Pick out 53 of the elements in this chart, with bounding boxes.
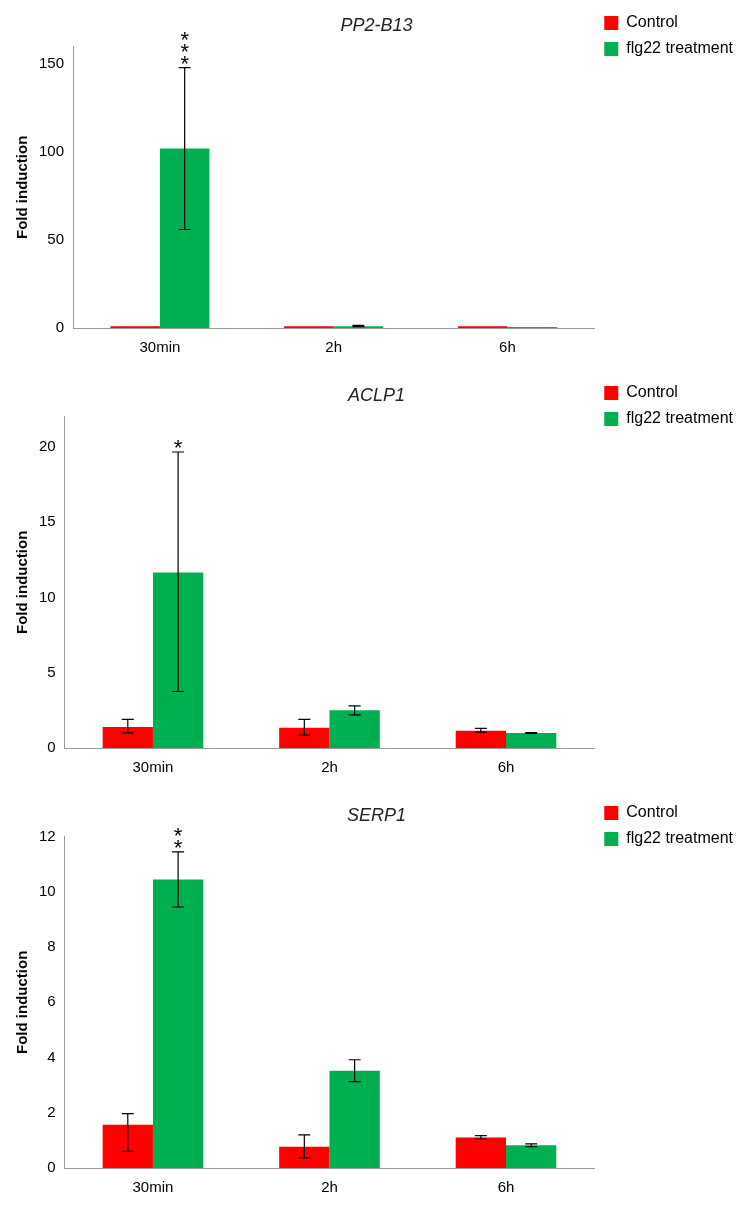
x-tick-label: 2h bbox=[321, 1178, 338, 1196]
x-tick-label: 6h bbox=[497, 758, 515, 776]
annotation: ** bbox=[173, 822, 183, 860]
bar bbox=[152, 879, 204, 1168]
y-tick-label: 2 bbox=[47, 1102, 56, 1120]
legend-label: flg22 treatment bbox=[626, 829, 734, 847]
bar bbox=[102, 1124, 153, 1168]
bar bbox=[455, 1137, 507, 1168]
legend-label: Control bbox=[626, 13, 678, 31]
x-tick-label: 2h bbox=[325, 338, 342, 356]
bar bbox=[279, 727, 330, 748]
x-tick-label: 6h bbox=[497, 1178, 515, 1196]
y-axis-title: Fold induction bbox=[13, 950, 31, 1054]
bar bbox=[152, 572, 204, 748]
y-tick-label: 10 bbox=[39, 587, 56, 605]
chart-title: ACLP1 bbox=[346, 384, 406, 405]
bar bbox=[329, 1070, 380, 1168]
y-tick-label: 50 bbox=[47, 230, 65, 248]
bar bbox=[279, 1146, 330, 1168]
x-tick-label: 6h bbox=[499, 338, 516, 356]
bar bbox=[329, 710, 380, 748]
bar bbox=[506, 732, 557, 748]
y-axis-title: Fold induction bbox=[13, 530, 31, 634]
y-tick-label: 10 bbox=[39, 881, 56, 899]
legend-label: Control bbox=[626, 383, 678, 401]
y-tick-label: 0 bbox=[47, 738, 56, 756]
y-tick-label: 12 bbox=[39, 826, 56, 844]
bar bbox=[455, 730, 507, 748]
y-tick-label: 8 bbox=[47, 937, 56, 955]
y-tick-label: 4 bbox=[47, 1047, 56, 1065]
annotation: * bbox=[173, 435, 183, 461]
x-tick-label: 30min bbox=[139, 338, 181, 356]
x-tick-label: 2h bbox=[321, 758, 338, 776]
y-tick-label: 100 bbox=[39, 142, 65, 160]
legend-label: flg22 treatment bbox=[626, 39, 734, 57]
x-tick-label: 30min bbox=[132, 1178, 174, 1196]
y-tick-label: 20 bbox=[39, 436, 56, 454]
y-tick-label: 0 bbox=[55, 318, 65, 336]
x-tick-label: 30min bbox=[132, 758, 174, 776]
y-tick-label: 6 bbox=[47, 992, 56, 1010]
chart-title: PP2-B13 bbox=[340, 14, 413, 35]
y-tick-label: 5 bbox=[47, 662, 56, 680]
annotation: *** bbox=[180, 26, 190, 76]
legend-label: Control bbox=[626, 803, 678, 821]
y-tick-label: 150 bbox=[39, 54, 65, 72]
y-axis-title: Fold induction bbox=[13, 135, 31, 239]
y-tick-label: 0 bbox=[47, 1158, 56, 1176]
legend-label: flg22 treatment bbox=[626, 409, 734, 427]
bar bbox=[159, 148, 210, 328]
chart-title: SERP1 bbox=[346, 804, 407, 825]
y-tick-label: 15 bbox=[39, 512, 56, 530]
bar bbox=[506, 1145, 557, 1168]
bar bbox=[102, 726, 153, 748]
